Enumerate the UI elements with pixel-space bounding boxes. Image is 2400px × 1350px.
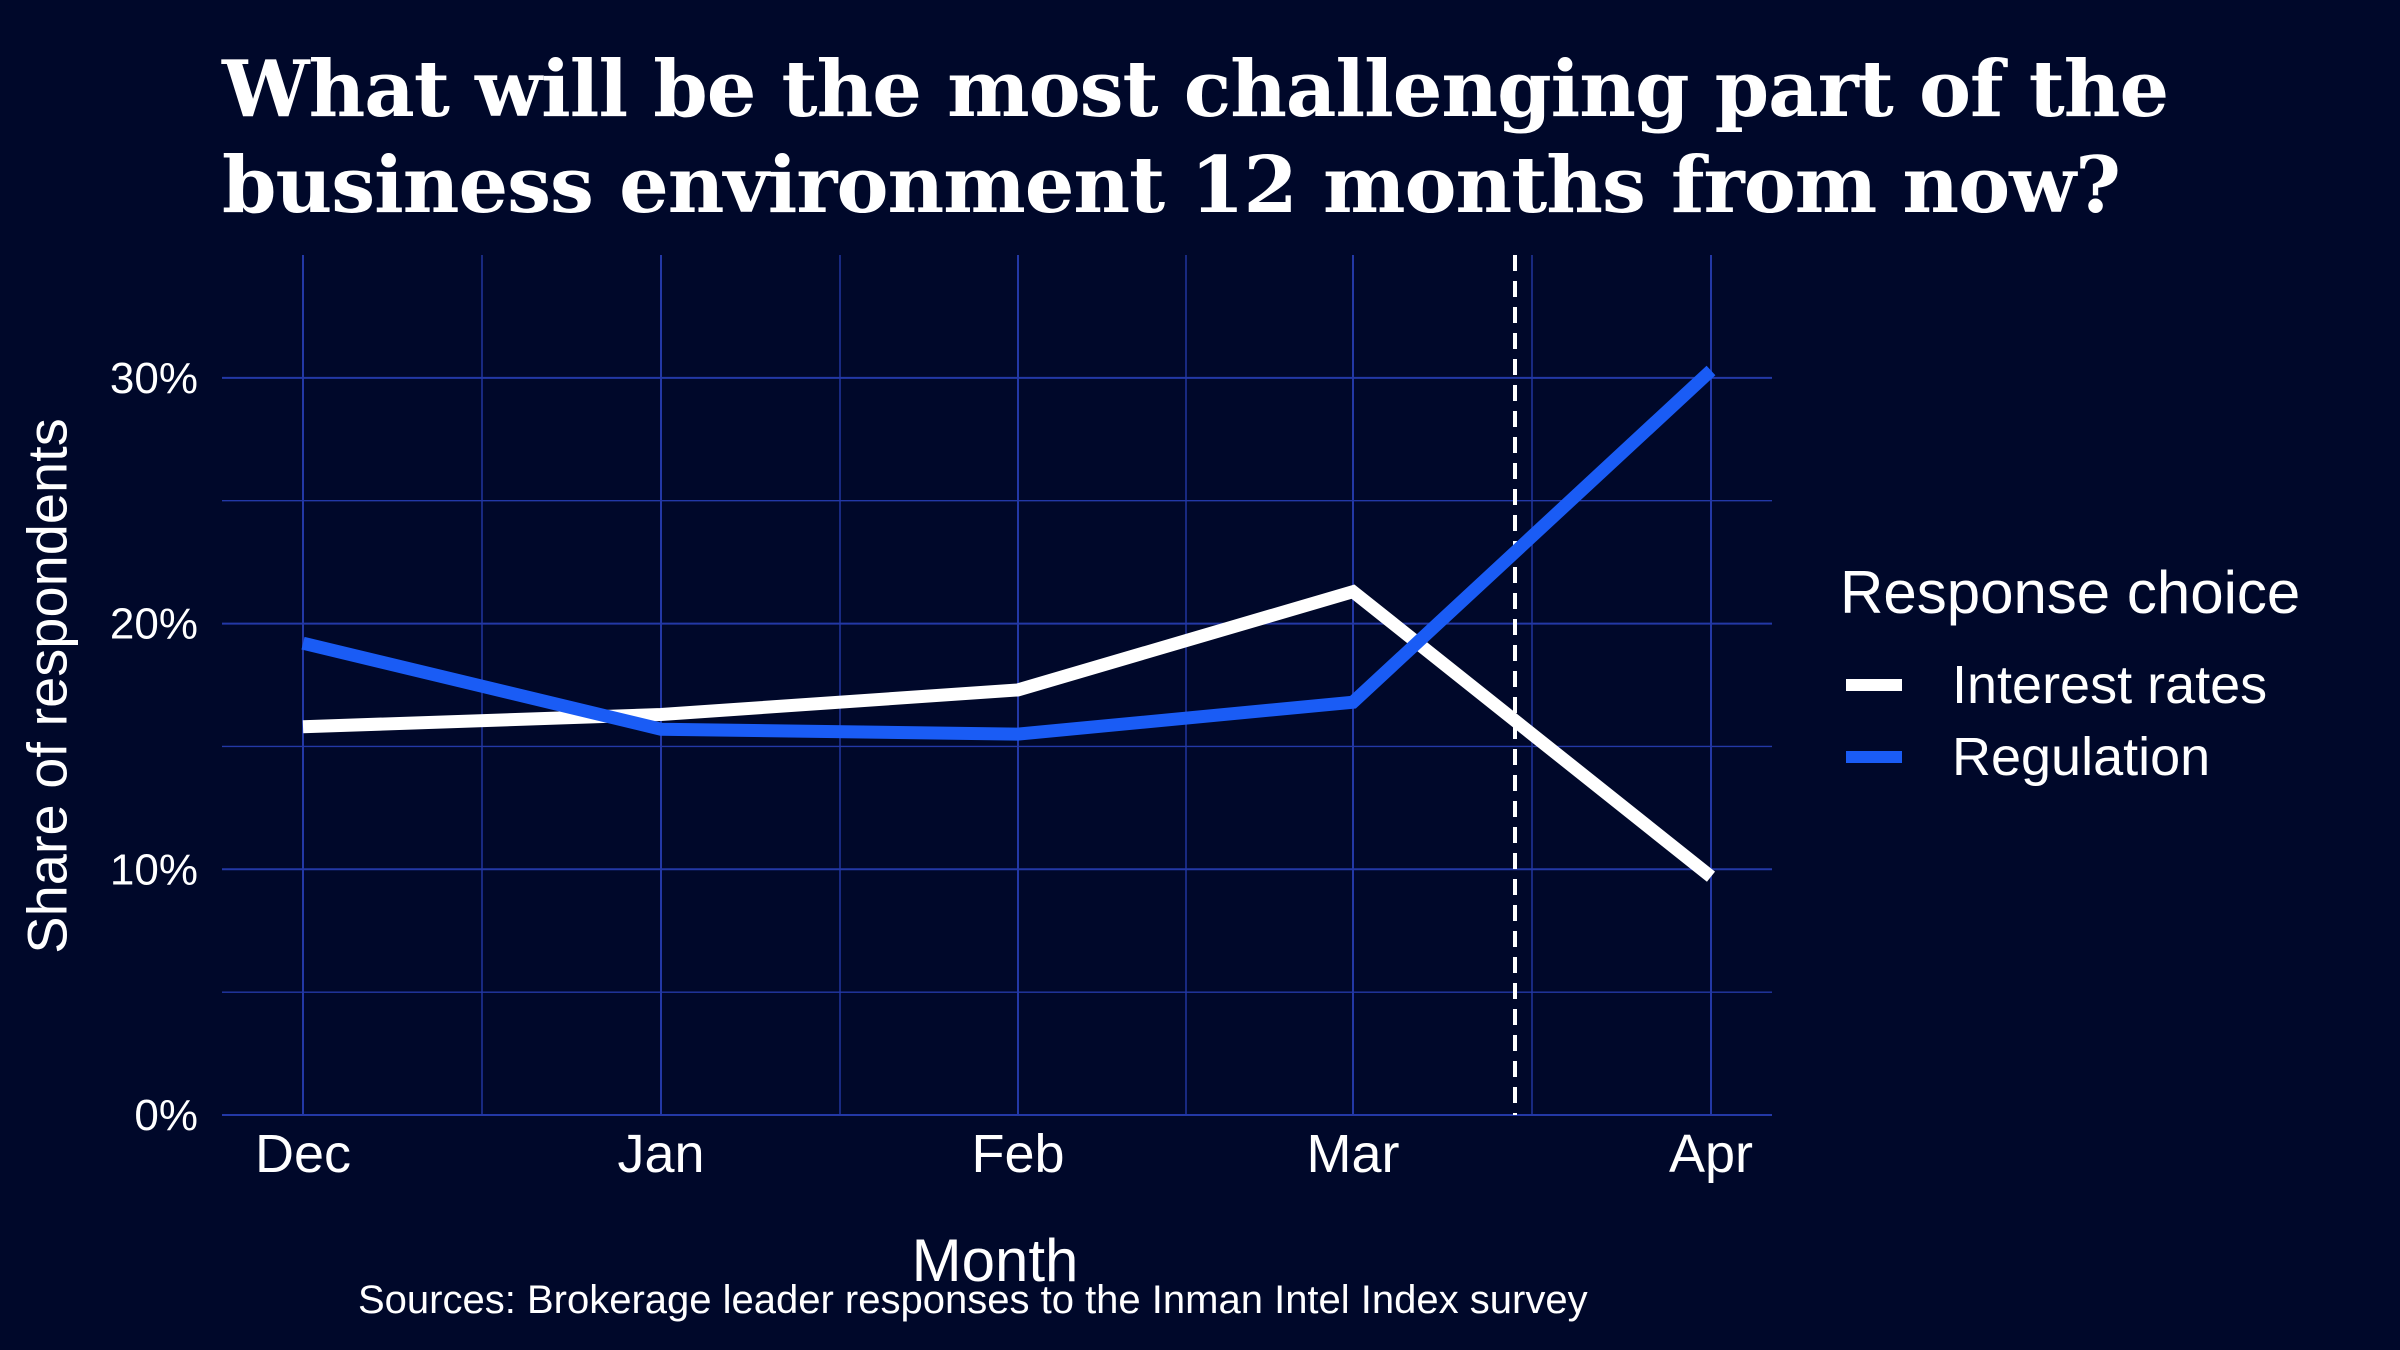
legend-item-interest-rates: Interest rates <box>1846 649 2300 721</box>
legend-key-regulation <box>1846 751 1902 763</box>
x-axis-label: Month <box>911 1227 1079 1294</box>
legend: Response choice Interest rates Regulatio… <box>1840 558 2300 793</box>
legend-label-interest-rates: Interest rates <box>1952 655 2268 715</box>
x-tick-label: Apr <box>1669 1124 1753 1184</box>
x-tick-label: Feb <box>971 1124 1064 1184</box>
legend-key-interest-rates <box>1846 679 1902 691</box>
x-tick-label: Mar <box>1307 1124 1400 1184</box>
legend-label-regulation: Regulation <box>1952 727 2211 787</box>
y-tick-label: 30% <box>110 354 198 403</box>
y-tick-label: 10% <box>110 845 198 894</box>
x-tick-label: Jan <box>617 1124 704 1184</box>
y-axis-label: Share of respondents <box>15 418 79 954</box>
series-line-interest-rates <box>302 584 1716 882</box>
chart-title: What will be the most challenging part o… <box>222 42 2322 234</box>
x-tick-label: Dec <box>255 1124 351 1184</box>
chart-title-line-2: business environment 12 months from now? <box>222 140 2121 231</box>
y-tick-label: 20% <box>110 600 198 649</box>
source-note: Sources: Brokerage leader responses to t… <box>358 1278 1588 1322</box>
chart-title-line-1: What will be the most challenging part o… <box>222 44 2169 135</box>
legend-title: Response choice <box>1840 559 2301 626</box>
y-tick-label: 0% <box>134 1091 198 1140</box>
legend-item-regulation: Regulation <box>1846 721 2300 793</box>
series-line-regulation <box>301 365 1716 741</box>
